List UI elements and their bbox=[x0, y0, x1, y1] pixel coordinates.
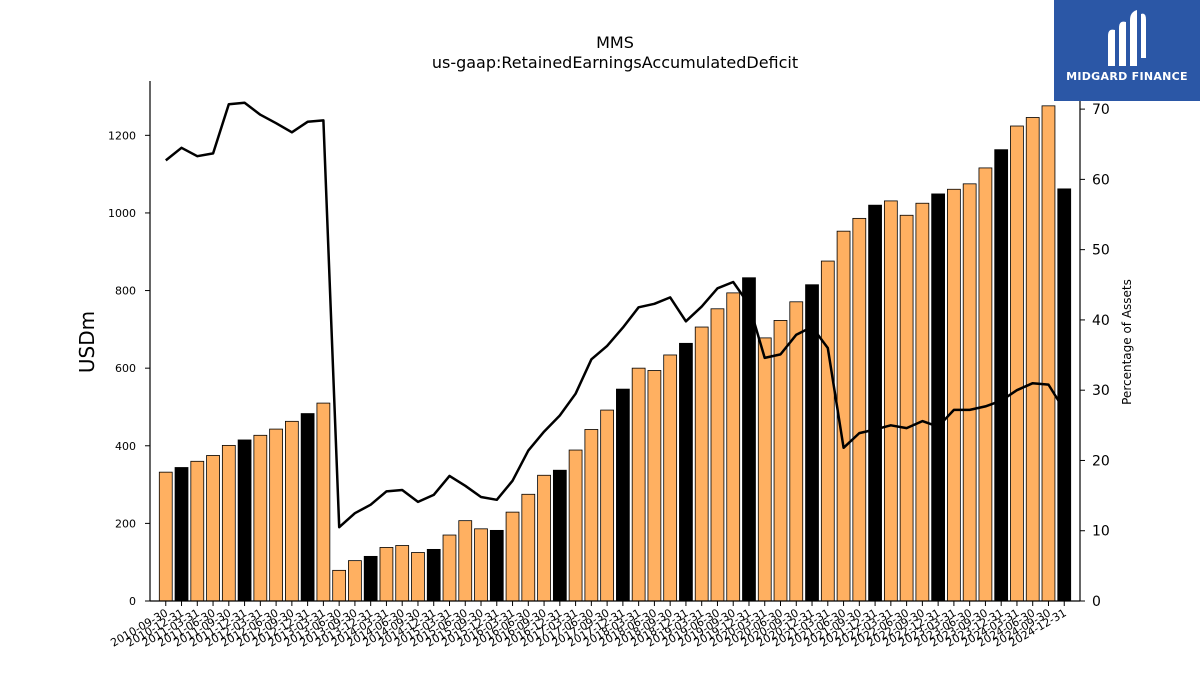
bar bbox=[663, 354, 678, 602]
y-tick-label: 800 bbox=[115, 285, 136, 298]
y2-tick-label: 0 bbox=[1092, 594, 1101, 610]
bar bbox=[552, 469, 567, 602]
x-axis-ticks: 2010-09-302010-12-312011-03-312011-06-30… bbox=[108, 601, 1069, 650]
y-tick-label: 1000 bbox=[108, 207, 136, 220]
bar bbox=[253, 434, 268, 602]
bar bbox=[237, 439, 252, 602]
y2-tick-label: 40 bbox=[1092, 313, 1110, 329]
bar bbox=[868, 204, 882, 602]
bar bbox=[1025, 117, 1040, 602]
bar bbox=[899, 214, 914, 602]
y2-axis-label: Percentage of Assets bbox=[1120, 279, 1134, 405]
bar bbox=[1010, 125, 1024, 602]
bar bbox=[947, 188, 961, 602]
y-tick-label: 400 bbox=[115, 440, 136, 453]
midgard-logo-icon bbox=[1108, 10, 1146, 67]
bar bbox=[458, 520, 473, 602]
bar bbox=[994, 149, 1009, 602]
y-tick-label: 1200 bbox=[108, 129, 136, 142]
y2-tick-label: 70 bbox=[1092, 102, 1110, 118]
y2-tick-label: 60 bbox=[1092, 172, 1110, 188]
bar bbox=[679, 342, 693, 602]
bar bbox=[505, 511, 520, 602]
bar bbox=[773, 320, 788, 602]
bar bbox=[726, 292, 741, 602]
bar bbox=[379, 547, 394, 602]
bar bbox=[489, 529, 504, 602]
y-tick-label: 200 bbox=[115, 517, 136, 530]
bar bbox=[285, 420, 299, 602]
bar bbox=[631, 367, 646, 602]
bar bbox=[852, 217, 867, 602]
bar bbox=[820, 260, 835, 602]
y-tick-label: 0 bbox=[129, 595, 136, 608]
bar bbox=[978, 167, 993, 602]
bar bbox=[332, 569, 347, 602]
bar bbox=[931, 193, 945, 602]
bar bbox=[206, 455, 220, 602]
bar bbox=[568, 449, 583, 602]
percentage-line bbox=[165, 101, 1066, 529]
bar bbox=[537, 474, 551, 602]
axes bbox=[149, 81, 1081, 602]
y-tick-label: 600 bbox=[115, 362, 136, 375]
y-axis-label: USDm bbox=[75, 311, 99, 373]
bar bbox=[174, 467, 189, 602]
logo-text: MIDGARD FINANCE bbox=[1066, 70, 1188, 83]
bar bbox=[158, 471, 173, 602]
bar bbox=[1057, 188, 1072, 602]
bar bbox=[647, 370, 662, 602]
bar bbox=[600, 409, 614, 602]
bar bbox=[521, 493, 536, 602]
bar bbox=[789, 301, 804, 602]
line-series bbox=[165, 101, 1066, 529]
bar bbox=[411, 552, 425, 602]
bar bbox=[616, 388, 630, 602]
bar bbox=[883, 200, 898, 602]
bar bbox=[584, 429, 599, 602]
bar bbox=[221, 444, 236, 602]
bar-series bbox=[158, 105, 1072, 602]
bar bbox=[300, 413, 315, 602]
bar bbox=[694, 326, 709, 602]
bar bbox=[742, 277, 756, 602]
bar bbox=[710, 308, 725, 602]
bar bbox=[962, 183, 977, 602]
y2-tick-label: 20 bbox=[1092, 453, 1110, 469]
bar bbox=[426, 548, 441, 602]
midgard-finance-logo: MIDGARD FINANCE bbox=[1054, 0, 1200, 101]
y2-tick-label: 30 bbox=[1092, 383, 1110, 399]
bar bbox=[395, 545, 410, 602]
bar bbox=[1041, 105, 1056, 602]
y2-tick-label: 10 bbox=[1092, 524, 1110, 540]
y-axis-ticks: 0 200 400 600 800 1000 1200 bbox=[108, 129, 150, 608]
y2-tick-label: 50 bbox=[1092, 243, 1110, 259]
chart-subtitle: us-gaap:RetainedEarningsAccumulatedDefic… bbox=[432, 53, 798, 72]
y2-axis-ticks: 0 10 20 30 40 50 60 70 bbox=[1080, 102, 1110, 610]
bar bbox=[269, 428, 283, 602]
bar bbox=[363, 555, 378, 602]
bar bbox=[757, 337, 772, 602]
bar bbox=[915, 202, 930, 602]
chart-title: MMS bbox=[596, 33, 634, 52]
bar bbox=[348, 560, 362, 602]
bar bbox=[190, 460, 205, 602]
bar bbox=[442, 534, 457, 602]
bar bbox=[474, 528, 488, 602]
bar bbox=[316, 402, 331, 602]
